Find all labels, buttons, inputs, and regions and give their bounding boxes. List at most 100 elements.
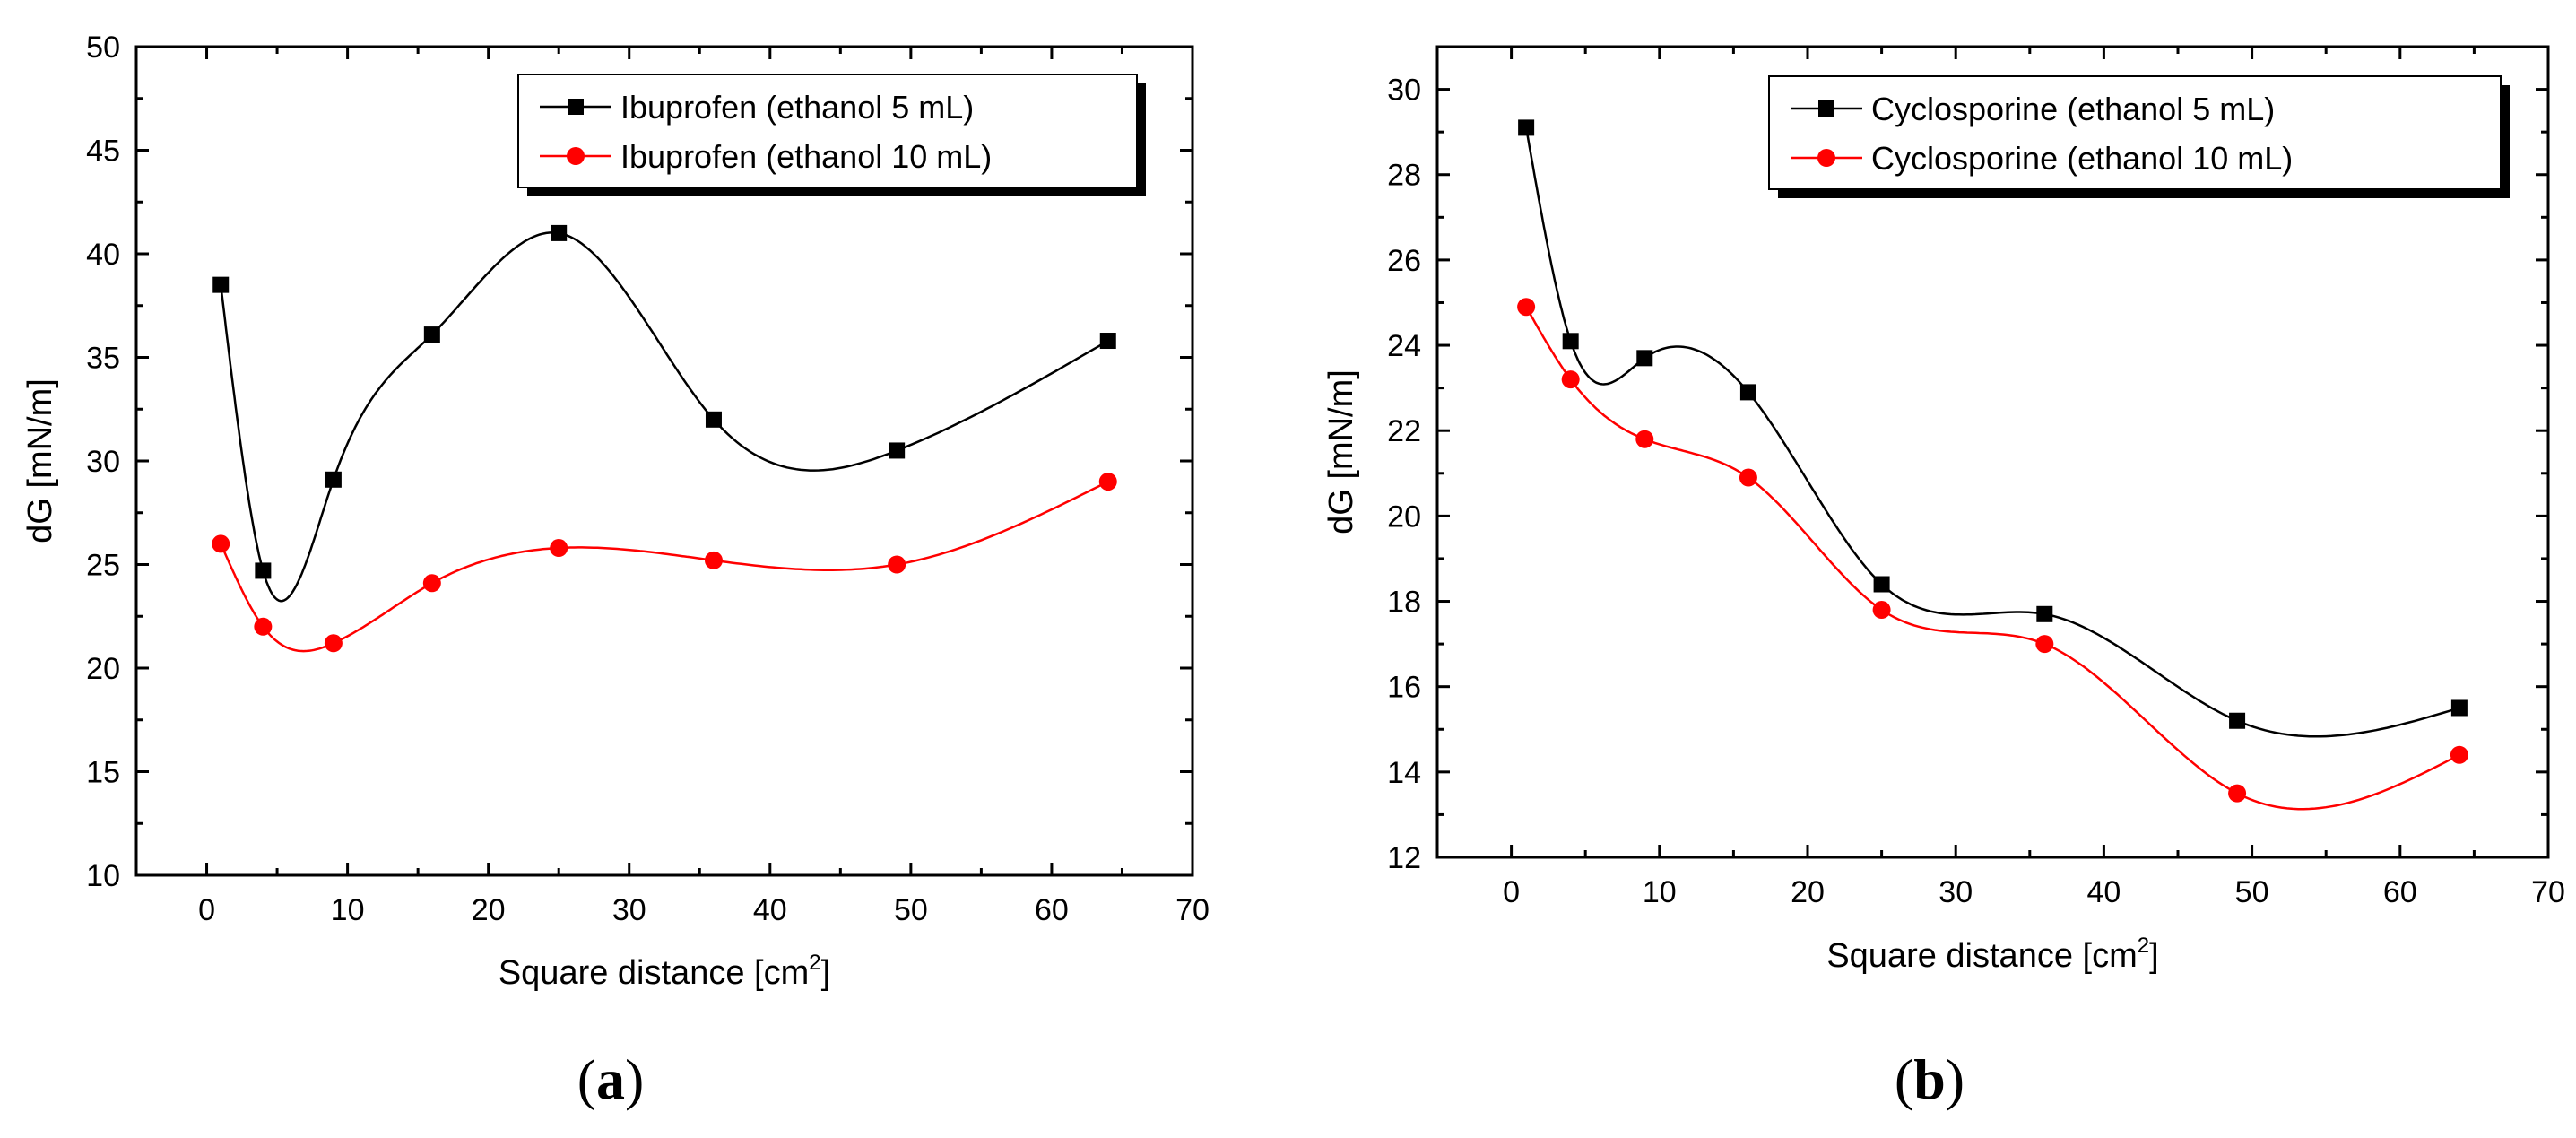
data-point bbox=[1739, 468, 1757, 487]
x-tick-label: 70 bbox=[2531, 875, 2565, 909]
data-point bbox=[212, 534, 230, 553]
x-tick-label: 40 bbox=[753, 893, 787, 927]
panel-label: (a) bbox=[577, 1047, 645, 1111]
x-tick-label: 20 bbox=[472, 893, 506, 927]
legend-label: Ibuprofen (ethanol 10 mL) bbox=[620, 138, 992, 175]
data-point bbox=[1872, 601, 1891, 620]
panel-label-open-paren: ( bbox=[1895, 1047, 1913, 1111]
y-tick-label: 26 bbox=[1387, 244, 1421, 278]
legend: Cyclosporine (ethanol 5 mL) Cyclosporine … bbox=[1768, 75, 2510, 198]
legend-label: Ibuprofen (ethanol 5 mL) bbox=[620, 89, 974, 126]
legend-label: Cyclosporine (ethanol 5 mL) bbox=[1871, 91, 2275, 127]
data-point bbox=[1739, 384, 1756, 401]
series-1 bbox=[212, 224, 1116, 603]
data-point bbox=[254, 617, 273, 636]
legend-box bbox=[1768, 75, 2502, 190]
x-axis-title-main: Square distance [cm bbox=[499, 954, 809, 992]
x-tick-label: 0 bbox=[198, 893, 215, 927]
x-tick-label: 60 bbox=[2383, 875, 2417, 909]
x-axis-title-close: ] bbox=[821, 954, 831, 992]
data-point bbox=[1518, 119, 1535, 136]
y-tick-label: 35 bbox=[86, 342, 120, 376]
x-tick-label: 30 bbox=[612, 893, 646, 927]
legend-marker bbox=[1817, 149, 1835, 167]
panel-label-letter: a bbox=[596, 1047, 625, 1111]
x-tick-label: 10 bbox=[331, 893, 365, 927]
x-axis-title-main: Square distance [cm bbox=[1826, 937, 2137, 975]
chart-panel-a: 0 10 20 30 40 50 60 70 10 15 20 25 30 35 40 45 50 Square … bbox=[22, 30, 1210, 1111]
y-tick-label: 18 bbox=[1387, 586, 1421, 620]
data-point bbox=[1635, 430, 1654, 448]
y-tick-label: 20 bbox=[1387, 500, 1421, 534]
y-tick-label: 40 bbox=[86, 238, 120, 272]
legend-label: Cyclosporine (ethanol 10 mL) bbox=[1871, 140, 2293, 177]
legend-marker bbox=[1818, 100, 1834, 117]
data-point bbox=[2450, 745, 2468, 764]
data-point bbox=[1873, 576, 1890, 593]
data-point bbox=[1636, 350, 1653, 367]
y-tick-label: 45 bbox=[86, 135, 120, 169]
y-tick-label: 22 bbox=[1387, 414, 1421, 448]
series-1 bbox=[1518, 119, 2468, 738]
panel-label: (b) bbox=[1895, 1047, 1965, 1111]
x-tick-label: 30 bbox=[1939, 875, 1973, 909]
panel-label-letter: b bbox=[1913, 1047, 1946, 1111]
data-point bbox=[1562, 333, 1579, 350]
y-tick-label: 50 bbox=[86, 30, 120, 65]
data-point bbox=[2450, 699, 2468, 717]
legend-item-2: Cyclosporine (ethanol 10 mL) bbox=[1791, 140, 2293, 177]
series-fit-line bbox=[220, 480, 1109, 653]
legend-marker bbox=[568, 99, 584, 115]
x-tick-label: 0 bbox=[1503, 875, 1520, 909]
x-axis-title: Square distance [cm2] bbox=[499, 951, 830, 992]
x-tick-label: 20 bbox=[1791, 875, 1825, 909]
y-tick-label: 14 bbox=[1387, 756, 1421, 790]
y-tick-label: 25 bbox=[86, 549, 120, 583]
x-axis-title-close: ] bbox=[2149, 937, 2159, 975]
y-tick-label: 10 bbox=[86, 859, 120, 893]
data-point bbox=[255, 562, 272, 579]
data-point bbox=[551, 224, 568, 241]
data-point bbox=[2036, 605, 2053, 622]
panel-label-close-paren: ) bbox=[625, 1047, 644, 1111]
series-2 bbox=[212, 473, 1117, 653]
x-axis-title: Square distance [cm2] bbox=[1826, 934, 2158, 975]
series-2 bbox=[1517, 298, 2468, 811]
x-axis-title-superscript: 2 bbox=[2138, 934, 2149, 958]
x-tick-label: 50 bbox=[894, 893, 928, 927]
data-point bbox=[2229, 712, 2246, 729]
x-tick-label: 40 bbox=[2086, 875, 2121, 909]
y-tick-label: 16 bbox=[1387, 671, 1421, 705]
series-fit-line bbox=[1524, 127, 2460, 738]
data-point bbox=[212, 276, 230, 293]
y-tick-label: 15 bbox=[86, 756, 120, 790]
y-tick-label: 24 bbox=[1387, 329, 1421, 363]
x-axis-title-superscript: 2 bbox=[809, 951, 820, 975]
data-point bbox=[325, 471, 342, 488]
data-point bbox=[2228, 784, 2247, 803]
series-fit-line bbox=[219, 231, 1109, 603]
data-point bbox=[889, 442, 906, 459]
data-point bbox=[423, 326, 440, 343]
data-point bbox=[1517, 298, 1536, 317]
y-tick-label: 30 bbox=[86, 445, 120, 479]
x-tick-label: 60 bbox=[1035, 893, 1069, 927]
data-point bbox=[1561, 370, 1580, 389]
data-point bbox=[888, 555, 906, 574]
legend-item-2: Ibuprofen (ethanol 10 mL) bbox=[540, 138, 992, 175]
legend-marker bbox=[567, 147, 585, 165]
data-point bbox=[1099, 333, 1116, 350]
data-point bbox=[2035, 635, 2054, 654]
x-tick-label: 10 bbox=[1643, 875, 1677, 909]
chart-panel-b: 0 10 20 30 40 50 60 70 12 14 16 18 20 22 24 26 28 30 Squar… bbox=[1323, 45, 2565, 1111]
x-tick-label: 70 bbox=[1175, 893, 1210, 927]
series-fit-line bbox=[1525, 306, 2460, 811]
data-point bbox=[324, 634, 343, 653]
data-point bbox=[550, 539, 568, 558]
data-point bbox=[704, 551, 723, 569]
y-tick-label: 30 bbox=[1387, 74, 1421, 108]
legend-item-1: Cyclosporine (ethanol 5 mL) bbox=[1791, 91, 2275, 127]
data-point bbox=[1098, 473, 1117, 491]
y-axis-title: dG [mN/m] bbox=[22, 378, 59, 543]
